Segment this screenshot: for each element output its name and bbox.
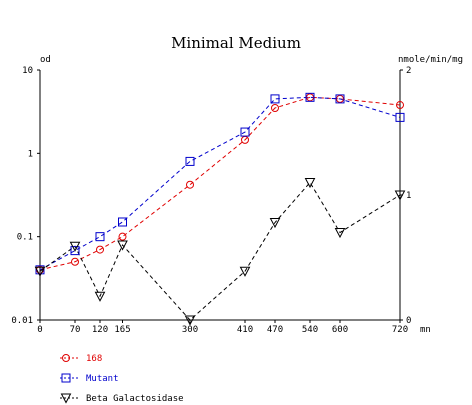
x-tick-label: 165 [114,325,130,335]
x-tick-label: 410 [237,325,253,335]
series-markers [34,92,406,326]
x-tick-label: 300 [182,325,198,335]
data-point-triangle-down [69,241,81,252]
data-point-square [305,92,315,102]
x-tick-label: 470 [267,325,283,335]
data-point-square [35,265,45,275]
data-point-square [240,127,250,137]
data-point-square [395,112,405,122]
series-line-0 [39,96,401,271]
data-point-square [70,246,80,256]
legend: 168 Mutant Beta Galactosidase [60,354,184,404]
data-point-triangle-down [394,190,406,201]
data-point-square [335,94,345,104]
data-point-triangle-down [269,218,281,229]
data-point-triangle-down [239,266,251,277]
x-tick-label: 600 [332,325,348,335]
x-tick-label: 0 [37,325,42,335]
right-tick-label: 0 [406,316,411,326]
left-tick-label: 10 [22,66,33,76]
left-tick-label: 0.01 [11,316,33,326]
legend-marker-circle [62,354,70,362]
right-tick-label: 2 [406,66,411,76]
series-line-1 [39,96,401,271]
x-tick-label: 720 [392,325,408,335]
legend-marker-triangle-down [60,393,72,404]
data-point-triangle-down [304,178,316,189]
legend-marker-square [61,373,71,383]
data-point-circle [186,180,194,189]
legend-label: Beta Galactosidase [86,394,184,404]
left-tick-label: 1 [28,149,33,159]
legend-label: Mutant [86,374,119,384]
data-point-triangle-down [94,291,106,302]
legend-label: 168 [86,354,102,364]
right-tick-label: 1 [406,191,411,201]
data-point-circle [396,101,404,110]
chart-title: Minimal Medium [171,34,301,52]
data-point-circle [118,232,127,241]
x-tick-label: 120 [92,325,108,335]
series-lines [39,96,401,321]
data-point-circle [271,103,279,112]
data-point-square [95,232,105,242]
x-tick-label: 70 [70,325,81,335]
data-point-circle [96,245,104,254]
data-point-triangle-down [334,228,346,239]
data-point-circle [71,257,79,266]
data-point-square [185,156,195,166]
data-point-square [118,217,127,227]
data-point-triangle-down [117,240,128,251]
data-point-triangle-down [34,266,46,277]
right-axis-label: nmole/min/mg [398,55,463,65]
series-line-2 [39,181,401,321]
left-tick-label: 0.1 [17,233,33,243]
data-point-triangle-down [184,315,196,326]
data-point-square [270,94,280,104]
left-axis-label: od [40,55,51,65]
x-unit-label: mn [420,325,431,335]
x-tick-label: 540 [302,325,318,335]
